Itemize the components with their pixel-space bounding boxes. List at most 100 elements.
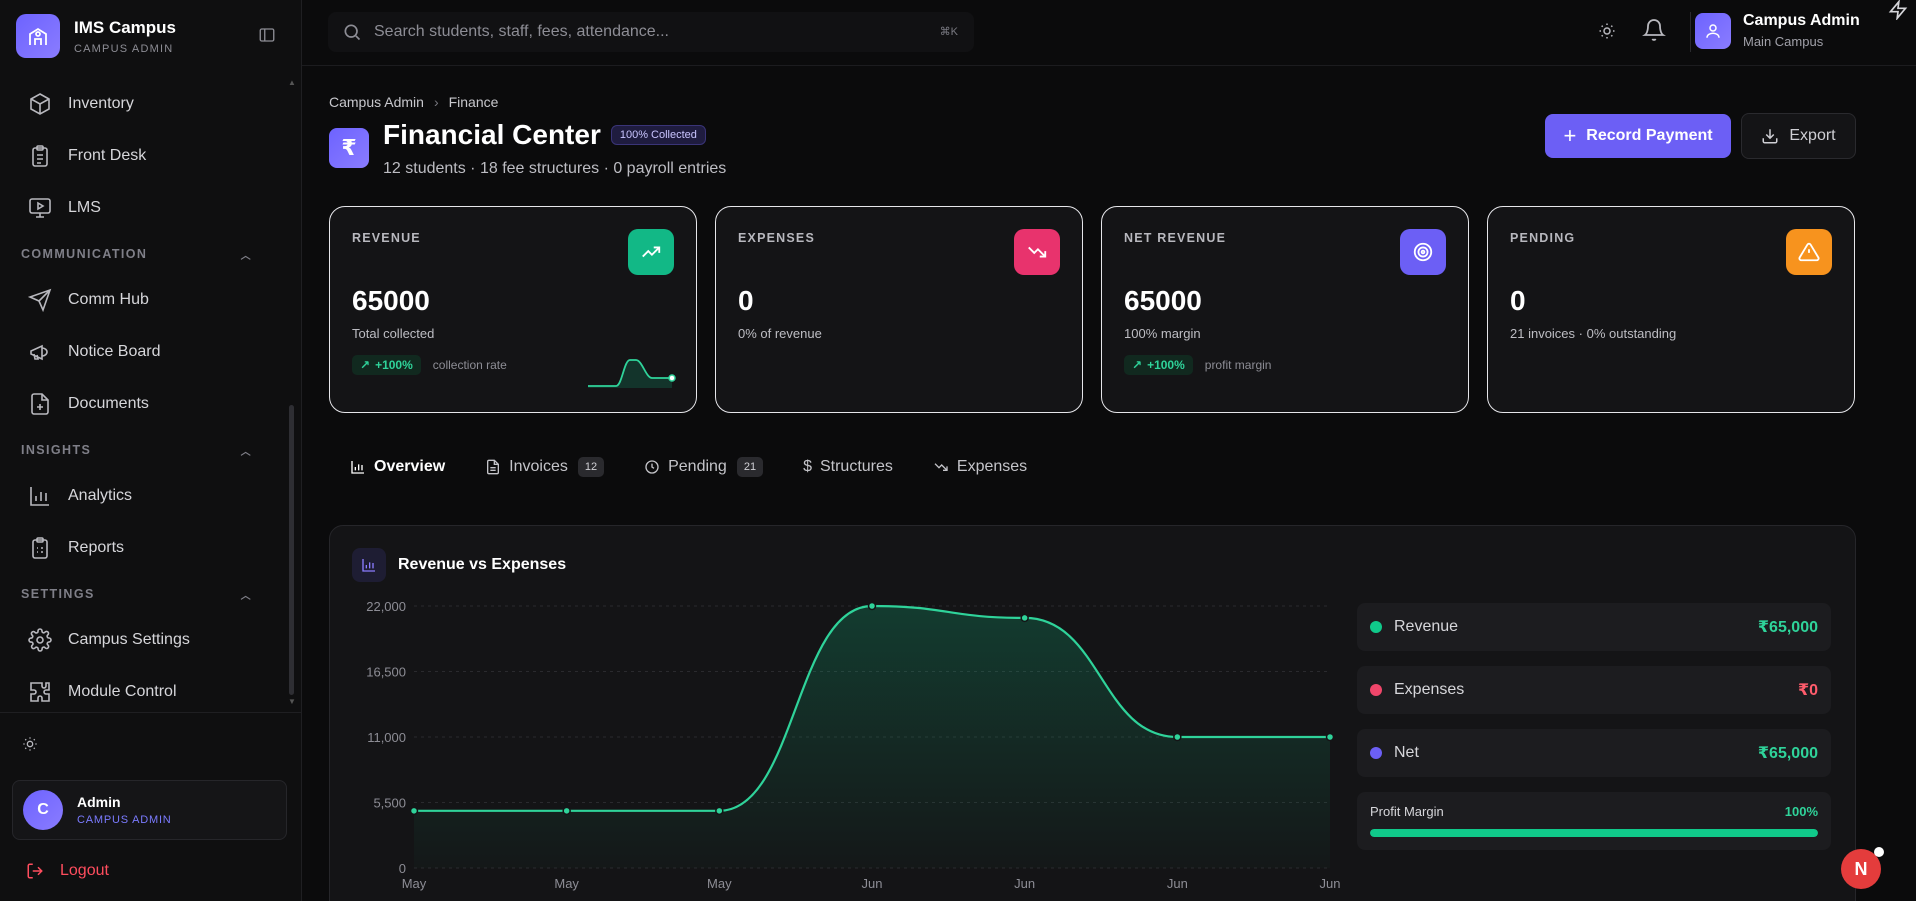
legend-label: Revenue bbox=[1394, 618, 1459, 635]
card-desc: 100% margin bbox=[1124, 326, 1201, 341]
section-insights[interactable]: INSIGHTS ︿ bbox=[0, 430, 290, 470]
sidebar-item-label: Notice Board bbox=[68, 343, 161, 360]
legend-row-expenses[interactable]: Expenses ₹0 bbox=[1357, 666, 1831, 714]
topbar-user-menu[interactable]: Campus Admin Main Campus bbox=[1695, 12, 1860, 49]
tab-label: Invoices bbox=[509, 458, 568, 475]
app-title: IMS Campus bbox=[74, 17, 177, 37]
logout-icon bbox=[27, 863, 43, 879]
tabs: Overview Invoices 12 Pending 21 $ Struct… bbox=[350, 457, 1067, 477]
download-icon bbox=[1762, 129, 1778, 144]
y-tick-label: 22,000 bbox=[366, 599, 406, 614]
scroll-up-arrow[interactable]: ▲ bbox=[288, 78, 296, 87]
revenue-expenses-panel: Revenue vs Expenses 0 5,500 11,000 16,500 22… bbox=[329, 525, 1856, 901]
sidebar-item-documents[interactable]: Documents bbox=[0, 378, 290, 430]
sidebar-divider bbox=[0, 712, 302, 713]
topbar-user-name: Campus Admin bbox=[1743, 12, 1860, 29]
user-card[interactable]: C Admin CAMPUS ADMIN bbox=[12, 780, 287, 840]
legend-row-revenue[interactable]: Revenue ₹65,000 bbox=[1357, 603, 1831, 651]
chevron-right-icon: › bbox=[433, 94, 439, 110]
stat-card-pending[interactable]: PENDING 0 21 invoices · 0% outstanding bbox=[1487, 206, 1855, 413]
brand[interactable]: IMS Campus CAMPUS ADMIN bbox=[16, 14, 176, 58]
stat-cards: REVENUE 65000 Total collected ↗ +100% col… bbox=[329, 206, 1855, 413]
card-label: REVENUE bbox=[352, 231, 421, 245]
sidebar-item-label: Comm Hub bbox=[68, 291, 149, 308]
sidebar-item-campus-settings[interactable]: Campus Settings bbox=[0, 614, 290, 666]
sidebar-item-lms[interactable]: LMS bbox=[0, 182, 290, 234]
search-input[interactable]: Search students, staff, fees, attendance… bbox=[328, 12, 974, 52]
section-communication[interactable]: COMMUNICATION ︿ bbox=[0, 234, 290, 274]
export-button[interactable]: Export bbox=[1741, 113, 1856, 159]
sidebar-item-label: Reports bbox=[68, 539, 125, 556]
section-settings[interactable]: SETTINGS ︿ bbox=[0, 574, 290, 614]
sidebar-item-inventory[interactable]: Inventory bbox=[0, 78, 290, 130]
sidebar-item-front-desk[interactable]: Front Desk bbox=[0, 130, 290, 182]
chart-title: Revenue vs Expenses bbox=[398, 556, 567, 573]
sidebar-nav: Inventory Front Desk LMS COMMUNICATION ︿… bbox=[0, 78, 290, 708]
sidebar-item-module-control[interactable]: Module Control bbox=[0, 666, 290, 708]
pill-note: collection rate bbox=[432, 358, 507, 372]
send-icon bbox=[28, 288, 52, 312]
tab-expenses[interactable]: Expenses bbox=[933, 458, 1027, 476]
legend-row-net[interactable]: Net ₹65,000 bbox=[1357, 729, 1831, 777]
sidebar-item-label: Inventory bbox=[68, 95, 134, 112]
tab-label: Pending bbox=[668, 458, 727, 475]
breadcrumb-item[interactable]: Campus Admin bbox=[329, 94, 424, 110]
file-plus-icon bbox=[31, 393, 49, 415]
logout-label: Logout bbox=[60, 862, 109, 879]
megaphone-icon bbox=[30, 344, 48, 361]
warning-icon bbox=[1786, 229, 1832, 275]
trending-down-icon bbox=[1014, 229, 1060, 275]
scroll-down-arrow[interactable]: ▼ bbox=[288, 697, 296, 706]
stat-card-net-revenue[interactable]: NET REVENUE 65000 100% margin ↗ +100% pro… bbox=[1101, 206, 1469, 413]
bell-icon[interactable] bbox=[1642, 18, 1666, 47]
profit-margin-box: Profit Margin 100% bbox=[1357, 792, 1831, 850]
y-tick-label: 11,000 bbox=[367, 730, 406, 745]
sidebar-item-notice-board[interactable]: Notice Board bbox=[0, 326, 290, 378]
card-desc: 0% of revenue bbox=[738, 326, 822, 341]
sidebar-collapse-icon[interactable] bbox=[258, 26, 276, 44]
section-title: SETTINGS bbox=[21, 587, 95, 601]
profit-margin-label: Profit Margin bbox=[1370, 804, 1444, 819]
notification-fab[interactable]: N bbox=[1841, 849, 1881, 889]
card-value: 65000 bbox=[1124, 285, 1202, 316]
sidebar-item-comm-hub[interactable]: Comm Hub bbox=[0, 274, 290, 326]
data-point bbox=[562, 806, 571, 816]
record-payment-button[interactable]: + Record Payment bbox=[1545, 114, 1731, 158]
tab-invoices[interactable]: Invoices 12 bbox=[485, 457, 605, 477]
tab-count-badge: 12 bbox=[577, 457, 605, 477]
chart-legend: Revenue ₹65,000 Expenses ₹0 Net ₹65,000 bbox=[1357, 603, 1831, 850]
revenue-sparkline bbox=[588, 359, 676, 388]
x-tick-label: Jun bbox=[862, 876, 883, 891]
file-text-icon bbox=[487, 459, 500, 475]
logout-button[interactable]: Logout bbox=[26, 862, 109, 880]
chevron-up-icon: ︿ bbox=[240, 250, 252, 262]
sidebar-item-reports[interactable]: Reports bbox=[0, 522, 290, 574]
tab-overview[interactable]: Overview bbox=[350, 458, 445, 476]
sidebar-item-label: Campus Settings bbox=[68, 631, 190, 648]
stat-card-expenses[interactable]: EXPENSES 0 0% of revenue bbox=[715, 206, 1083, 413]
sidebar-scrollbar[interactable] bbox=[289, 405, 294, 695]
notification-dot bbox=[1874, 847, 1884, 857]
legend-dot bbox=[1370, 621, 1382, 633]
plus-icon: + bbox=[1563, 123, 1577, 148]
report-icon bbox=[32, 537, 48, 559]
tab-structures[interactable]: $ Structures bbox=[803, 458, 893, 476]
profit-margin-fill bbox=[1370, 829, 1818, 837]
status-badge: 100% Collected bbox=[610, 125, 706, 145]
stat-card-revenue[interactable]: REVENUE 65000 Total collected ↗ +100% col… bbox=[329, 206, 697, 413]
theme-toggle-sun-icon[interactable] bbox=[1598, 22, 1616, 45]
tab-pending[interactable]: Pending 21 bbox=[644, 457, 764, 477]
sidebar-item-label: Documents bbox=[68, 395, 149, 412]
tab-label: Structures bbox=[819, 458, 893, 475]
sidebar-item-analytics[interactable]: Analytics bbox=[0, 470, 290, 522]
x-tick-label: Jun bbox=[1167, 876, 1188, 891]
card-value: 65000 bbox=[352, 285, 430, 316]
page-header: ₹ Financial Center 100% Collected 12 stu… bbox=[329, 119, 726, 178]
breadcrumb-item[interactable]: Finance bbox=[448, 94, 499, 110]
search-shortcut: ⌘K bbox=[939, 26, 958, 38]
page-title: Financial Center bbox=[383, 119, 601, 150]
bolt-icon[interactable] bbox=[1888, 0, 1908, 25]
legend-value: ₹65,000 bbox=[1757, 619, 1818, 636]
theme-toggle-sun-icon[interactable] bbox=[22, 736, 38, 752]
data-point bbox=[409, 806, 419, 816]
